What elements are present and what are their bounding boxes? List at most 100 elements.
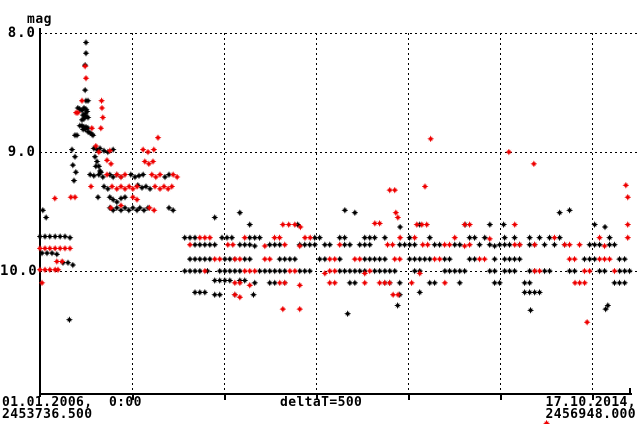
data-point-band-1-black [73, 131, 81, 139]
data-point-band-2-red [561, 241, 569, 249]
data-point-band-1-black [376, 267, 384, 275]
data-point-band-1-black [48, 249, 56, 257]
data-point-band-2-red [291, 267, 299, 275]
data-point-band-1-black [95, 171, 103, 179]
data-point-band-2-red [46, 244, 54, 252]
x-axis-tick [316, 395, 318, 400]
data-point-band-2-red [276, 234, 284, 242]
data-point-band-2-red [386, 279, 394, 287]
data-point-band-1-black [291, 255, 299, 263]
data-point-band-1-black [90, 172, 98, 180]
data-point-band-1-black [196, 267, 204, 275]
data-point-band-1-black [411, 255, 419, 263]
data-point-band-2-red [36, 244, 44, 252]
data-point-band-1-black [231, 267, 239, 275]
data-point-band-2-red [129, 193, 137, 201]
data-point-band-1-black [341, 241, 349, 249]
data-point-band-1-black [604, 302, 612, 309]
data-point-band-1-black [346, 267, 354, 275]
y-tick-label-8: 8.0 [7, 25, 36, 41]
data-point-band-2-red [67, 193, 75, 201]
data-point-band-2-red [505, 148, 513, 156]
data-point-band-1-black [281, 255, 289, 263]
data-point-band-2-red [361, 279, 369, 287]
data-point-band-2-red [271, 234, 279, 242]
data-point-band-1-black [161, 173, 169, 181]
data-point-band-2-red [566, 241, 574, 249]
data-point-band-1-black [104, 185, 112, 193]
data-point-band-2-red [156, 171, 164, 179]
data-point-band-2-red [144, 148, 152, 156]
data-point-band-2-red [466, 221, 474, 229]
data-point-band-1-black [381, 255, 389, 263]
data-point-band-2-red [133, 183, 141, 190]
data-point-band-1-black [311, 241, 319, 249]
data-point-band-1-black [69, 261, 77, 269]
data-point-band-1-black [276, 267, 284, 275]
data-point-band-2-red [107, 160, 115, 168]
data-point-band-1-black [91, 153, 99, 161]
data-point-band-1-black [165, 171, 173, 179]
data-point-band-1-black [64, 259, 72, 267]
data-point-band-1-black [551, 241, 558, 249]
data-point-band-1-black [90, 144, 98, 152]
data-point-band-2-red [326, 267, 334, 275]
v-gridline-day-500 [132, 33, 133, 393]
data-point-band-2-red [371, 219, 379, 227]
data-point-band-1-black [125, 206, 133, 214]
data-point-band-1-black [221, 277, 229, 284]
x-axis-tick [500, 395, 502, 400]
data-point-band-1-black [246, 234, 254, 242]
data-point-band-1-black [526, 267, 534, 275]
data-point-band-1-black [266, 267, 274, 275]
data-point-band-2-red [511, 241, 519, 249]
data-point-band-1-black [186, 234, 194, 242]
data-point-band-1-black [146, 185, 154, 193]
data-point-band-2-red [389, 241, 397, 249]
data-point-band-2-red [413, 221, 421, 229]
data-point-band-2-red [152, 173, 160, 181]
data-point-band-2-red [38, 279, 46, 287]
data-point-band-1-black [68, 146, 76, 154]
data-point-band-1-black [78, 122, 86, 130]
data-point-band-1-black [506, 241, 514, 249]
data-point-band-2-red [36, 266, 44, 274]
data-point-band-2-red [419, 241, 427, 249]
data-point-band-1-black [261, 267, 269, 275]
data-point-band-2-red [261, 242, 269, 250]
data-point-band-1-black [411, 267, 419, 275]
data-point-band-2-red [461, 242, 469, 250]
data-point-band-2-red [164, 185, 172, 193]
data-point-band-1-black [341, 267, 349, 275]
data-point-band-1-black [79, 111, 87, 119]
data-point-band-1-black [100, 147, 108, 155]
data-point-band-1-black [341, 206, 349, 214]
data-point-band-1-black [70, 177, 78, 185]
data-point-band-1-black [486, 267, 494, 275]
data-point-band-1-black [201, 288, 209, 296]
data-point-band-2-red [624, 193, 632, 201]
v-gridline-day-2000 [408, 33, 409, 393]
data-point-band-2-red [95, 148, 103, 156]
data-point-band-1-black [344, 310, 352, 318]
x-axis-tick [132, 395, 134, 400]
data-point-band-1-black [276, 255, 284, 263]
data-point-band-2-red [211, 255, 219, 263]
data-point-band-1-black [106, 193, 114, 201]
data-point-band-2-red [108, 183, 116, 190]
data-point-band-2-red [121, 185, 129, 193]
data-point-band-1-black [72, 168, 80, 176]
data-point-band-1-black [591, 255, 599, 263]
data-point-band-2-red [160, 183, 168, 190]
data-point-band-2-red [321, 269, 329, 277]
data-point-band-1-black [336, 267, 344, 275]
h-gridline-mag-9 [40, 152, 640, 153]
data-point-band-2-red [536, 267, 544, 275]
data-point-band-1-black [356, 241, 364, 249]
data-point-band-1-black [281, 267, 289, 275]
data-point-band-1-black [426, 234, 434, 242]
data-point-band-1-black [486, 221, 494, 229]
data-point-band-1-black [541, 241, 549, 249]
data-point-band-1-black [511, 234, 519, 242]
